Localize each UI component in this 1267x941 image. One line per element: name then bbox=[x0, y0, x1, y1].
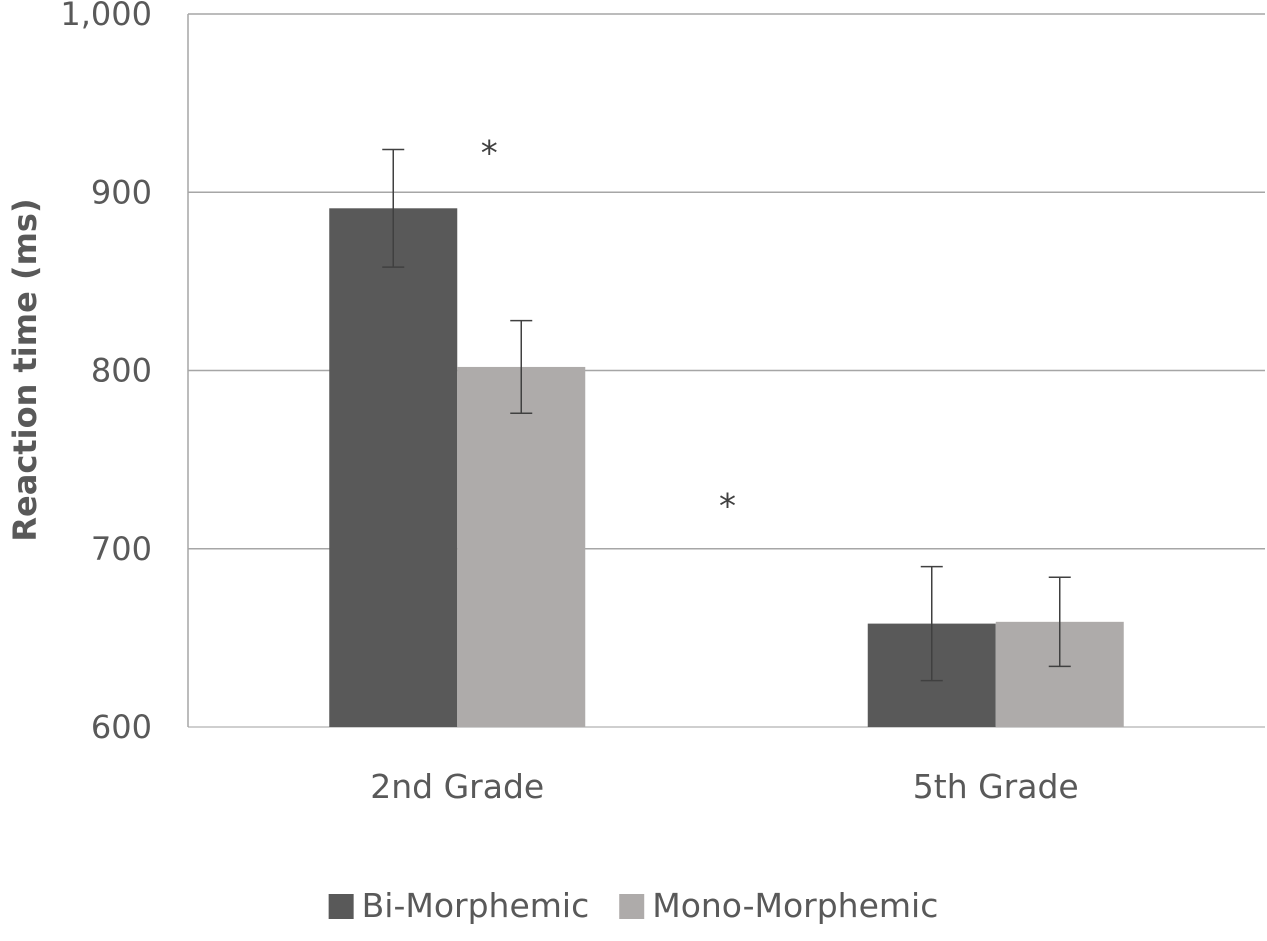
y-tick-label: 600 bbox=[91, 708, 152, 746]
annotations: ** bbox=[481, 133, 736, 526]
bars bbox=[329, 208, 1124, 728]
significance-marker: * bbox=[719, 486, 736, 526]
error-bars bbox=[382, 148, 1071, 682]
y-axis-title: Reaction time (ms) bbox=[6, 198, 44, 541]
y-tick-label: 900 bbox=[91, 173, 152, 211]
x-tick-label: 2nd Grade bbox=[370, 767, 544, 806]
x-axis-labels: 2nd Grade 5th Grade bbox=[370, 767, 1078, 806]
significance-marker: * bbox=[481, 133, 498, 173]
y-tick-label: 700 bbox=[91, 530, 152, 568]
bar-mono-morphemic-0 bbox=[457, 366, 586, 727]
y-axis-ticks: 600 700 800 900 1,000 bbox=[60, 0, 152, 746]
x-tick-label: 5th Grade bbox=[913, 767, 1079, 806]
y-tick-label: 800 bbox=[91, 352, 152, 390]
bar-bi-morphemic-0 bbox=[329, 208, 458, 728]
legend-swatch bbox=[619, 894, 645, 919]
legend: Bi-Morphemic Mono-Morphemic bbox=[328, 886, 938, 925]
y-tick-label: 1,000 bbox=[60, 0, 152, 33]
legend-swatch bbox=[328, 894, 354, 919]
legend-label: Bi-Morphemic bbox=[362, 886, 590, 925]
legend-label: Mono-Morphemic bbox=[652, 886, 938, 925]
